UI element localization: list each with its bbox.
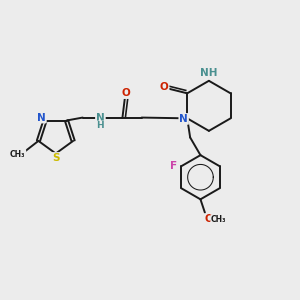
Text: S: S xyxy=(52,153,59,163)
Text: CH₃: CH₃ xyxy=(211,215,226,224)
Text: NH: NH xyxy=(200,68,218,78)
Text: N: N xyxy=(96,112,105,123)
Text: F: F xyxy=(169,160,177,171)
Text: O: O xyxy=(122,88,131,98)
Text: O: O xyxy=(204,214,213,224)
Text: O: O xyxy=(160,82,169,92)
Text: H: H xyxy=(97,121,104,130)
Text: N: N xyxy=(179,114,188,124)
Text: N: N xyxy=(37,112,46,123)
Text: CH₃: CH₃ xyxy=(10,150,26,159)
